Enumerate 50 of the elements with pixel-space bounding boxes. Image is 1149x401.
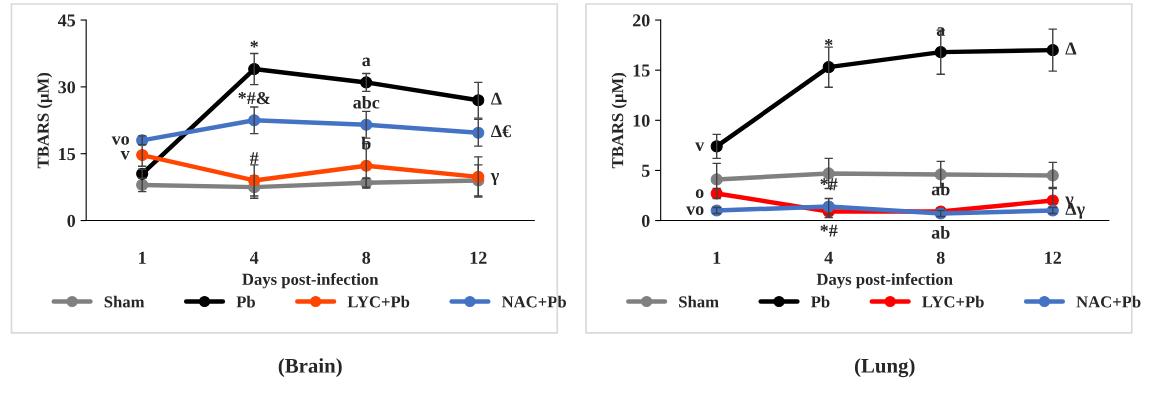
x-tick-label: 12 [1045, 251, 1062, 264]
annotation: # [249, 152, 259, 165]
y-tick-label: 30 [58, 81, 76, 94]
legend-label: LYC+Pb [922, 295, 984, 308]
annotation: vo [686, 206, 704, 216]
x-tick-label: 8 [362, 251, 371, 264]
legend-label: NAC+Pb [1076, 295, 1141, 308]
legend-label: Sham [104, 295, 145, 308]
y-tick-label: 20 [632, 14, 650, 27]
annotation: vo [111, 136, 129, 145]
x-tick-label: 1 [713, 251, 721, 264]
text: (Lung) [854, 358, 915, 378]
annotation: ab [931, 226, 950, 239]
y-tick-label: 45 [57, 14, 76, 27]
legend-label: LYC+Pb [347, 295, 410, 308]
annotation: v [695, 142, 705, 151]
legend-label: Pb [811, 295, 830, 308]
annotation: Δ [1065, 42, 1077, 55]
x-tick-label: 1 [139, 251, 146, 264]
annotation: Δ [491, 92, 502, 105]
annotation: *# [820, 224, 838, 237]
x-axis-title: Days post-infection [816, 273, 953, 289]
y-tick-label: 15 [633, 64, 650, 77]
x-axis-title: Days post-infection [242, 273, 379, 289]
y-axis-title: TBARS (µM) [37, 72, 53, 169]
x-tick-label: 4 [249, 251, 259, 264]
annotation: a [362, 57, 371, 67]
legend-label: NAC+Pb [501, 295, 566, 308]
annotation: abc [353, 95, 380, 109]
annotation: o [695, 189, 704, 198]
y-tick-label: 15 [59, 148, 76, 161]
y-tick-label: 5 [641, 164, 650, 177]
annotation: a [936, 27, 945, 36]
legend-label: Sham [679, 295, 719, 308]
x-tick-label: 8 [936, 251, 945, 264]
annotation: ab [931, 182, 950, 196]
text: (Brain) [278, 358, 342, 378]
annotation: γ [490, 172, 499, 186]
annotation: Δ€ [491, 125, 511, 138]
y-axis-title: TBARS (µM) [611, 72, 627, 169]
annotation: * [824, 38, 833, 46]
annotation: * [250, 40, 258, 48]
x-tick-label: 4 [824, 251, 833, 264]
legend-label: Pb [236, 295, 255, 308]
y-tick-label: 10 [633, 114, 650, 127]
x-tick-label: 12 [470, 251, 487, 264]
annotation: v [120, 151, 130, 160]
y-tick-label: 0 [67, 214, 76, 227]
annotation: *#& [238, 91, 270, 105]
y-tick-label: 0 [641, 214, 650, 227]
